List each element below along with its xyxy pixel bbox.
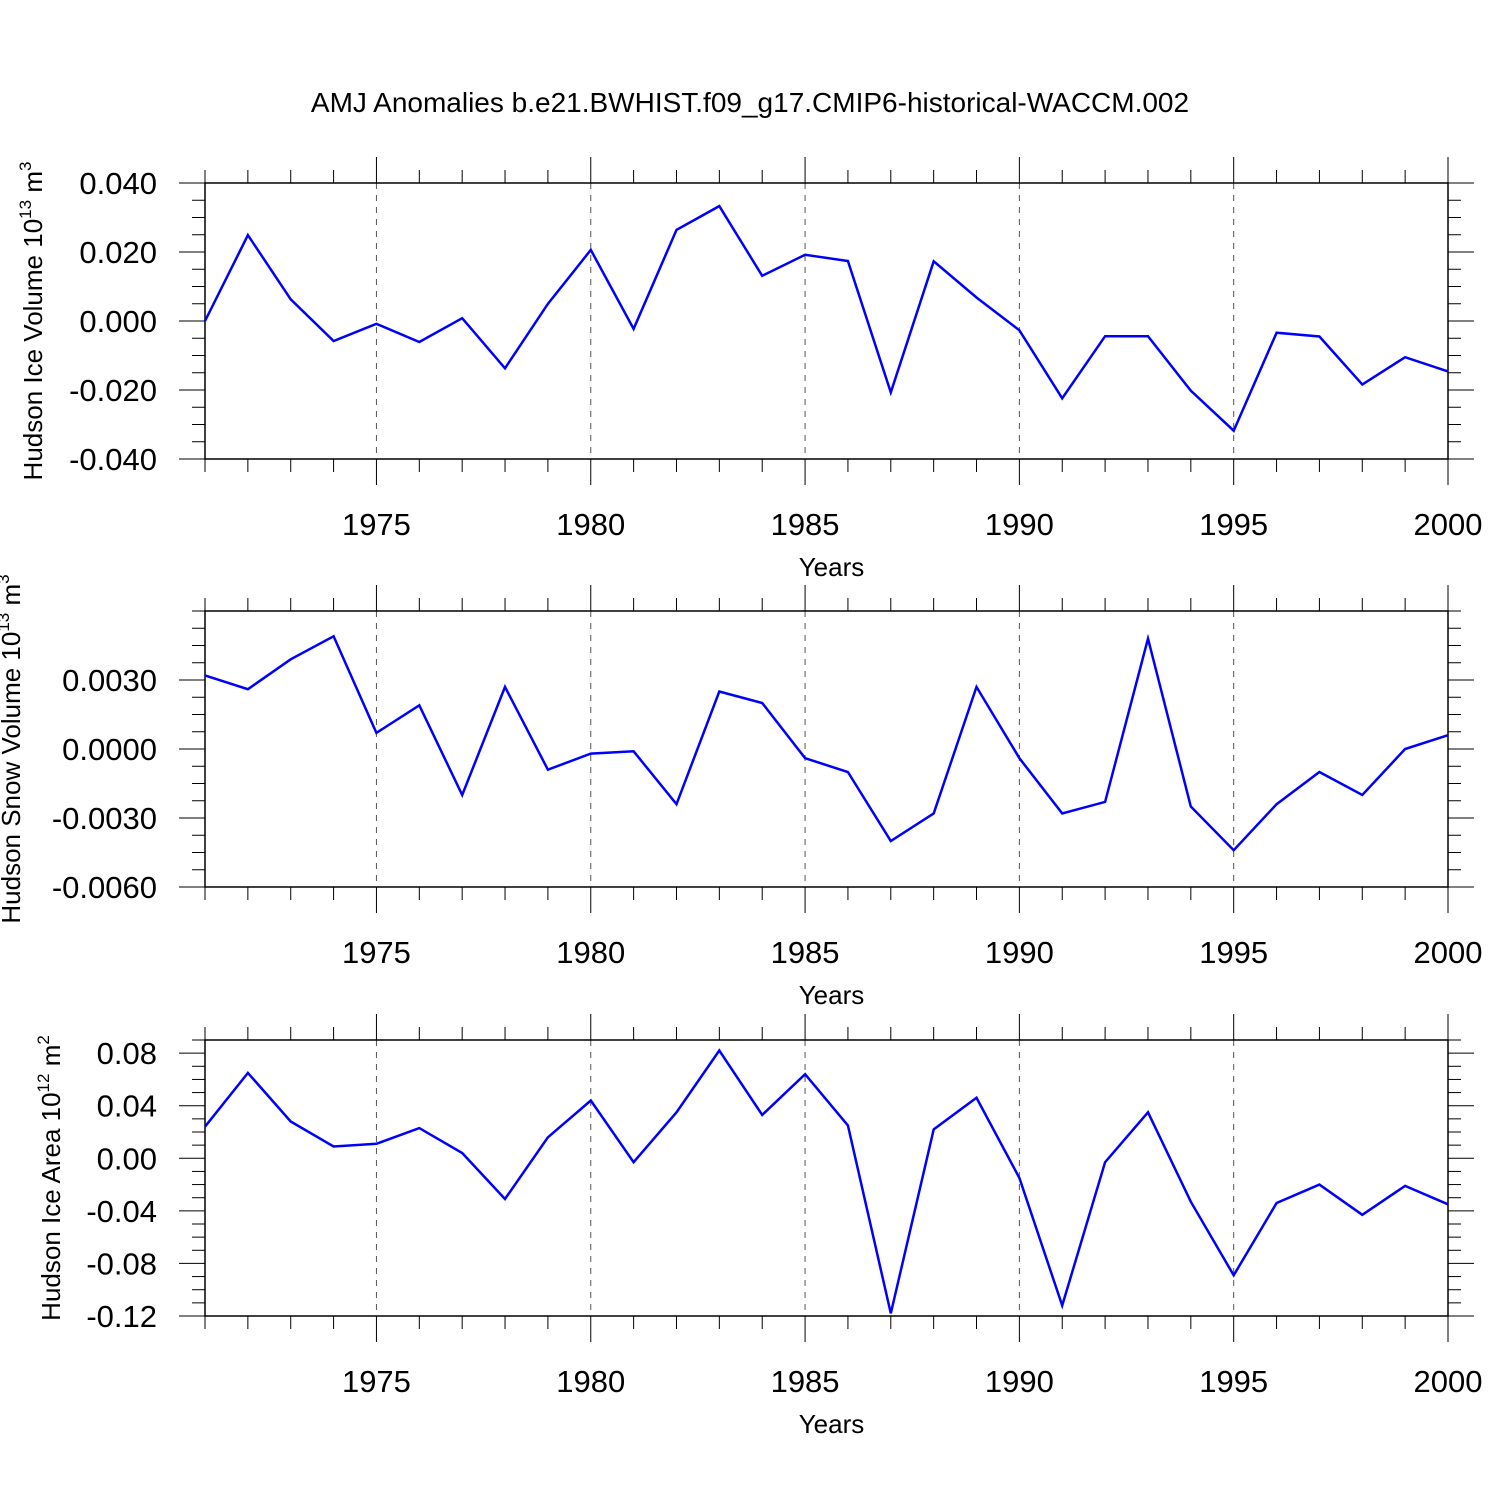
y-tick-label: -0.0060: [52, 870, 157, 905]
y-tick-label: 0.04: [97, 1089, 157, 1124]
y-axis-label-unit: m: [36, 1045, 66, 1074]
y-tick-label: -0.0030: [52, 801, 157, 836]
x-tick-label: 1985: [771, 935, 840, 970]
x-tick-label: 1975: [342, 935, 411, 970]
plot-frame: [204, 610, 1449, 888]
y-axis-label-exponent: 13: [0, 613, 13, 632]
y-axis-label-unit: m: [18, 171, 48, 200]
y-axis-label: Hudson Ice Area 1012 m2: [34, 1035, 66, 1321]
y-axis-label-text: Hudson Snow Volume 10: [0, 632, 26, 924]
y-axis-label-exponent: 13: [16, 200, 35, 219]
y-tick-label: 0.00: [97, 1141, 157, 1176]
x-tick-label: 1990: [985, 507, 1054, 542]
x-tick-label: 1985: [771, 1364, 840, 1399]
x-tick-label: 1985: [771, 507, 840, 542]
series-line: [204, 1048, 1449, 1314]
x-axis-label: Years: [799, 1409, 865, 1439]
y-axis-label: Hudson Ice Volume 1013 m3: [16, 162, 48, 481]
y-axis-label: Hudson Snow Volume 1013 m3: [0, 574, 26, 923]
x-tick-label: 1980: [556, 1364, 625, 1399]
x-tick-label: 1995: [1199, 1364, 1268, 1399]
y-tick-label: 0.020: [79, 235, 157, 270]
y-tick-label: 0.040: [79, 166, 157, 201]
y-tick-label: -0.040: [69, 442, 157, 477]
y-axis-label-text: Hudson Ice Volume 10: [18, 219, 48, 481]
y-tick-label: 0.08: [97, 1036, 157, 1071]
series-line: [203, 204, 1449, 433]
series-line: [204, 633, 1449, 853]
plot-frame: [204, 182, 1449, 460]
y-axis-label-exponent: 12: [34, 1074, 53, 1093]
x-tick-label: 1980: [556, 935, 625, 970]
plot-frame: [204, 1039, 1449, 1317]
y-tick-label: 0.000: [79, 304, 157, 339]
panel-ice-area: -0.12 -0.08 -0.04 0.00 0.04 0.08 1975 1980 1985 1…: [34, 1014, 1482, 1439]
x-tick-label: 2000: [1414, 935, 1483, 970]
x-axis-label: Years: [799, 980, 865, 1010]
y-axis-label-unit: m: [0, 584, 26, 613]
y-tick-label: -0.020: [69, 373, 157, 408]
x-tick-label: 1980: [556, 507, 625, 542]
x-tick-label: 1990: [985, 935, 1054, 970]
y-axis-label-unit-exponent: 3: [16, 162, 35, 171]
panel-ice-volume: -0.040 -0.020 0.000 0.020 0.040 1975 1980 1985 1…: [16, 157, 1482, 582]
y-tick-label: -0.08: [86, 1246, 157, 1281]
x-tick-label: 2000: [1414, 1364, 1483, 1399]
y-tick-label: 0.0000: [62, 732, 157, 767]
figure-title: AMJ Anomalies b.e21.BWHIST.f09_g17.CMIP6…: [311, 87, 1189, 118]
x-tick-label: 1990: [985, 1364, 1054, 1399]
y-tick-label: -0.12: [86, 1299, 157, 1334]
y-tick-label: -0.04: [86, 1194, 157, 1229]
y-axis-label-unit-exponent: 2: [34, 1035, 53, 1044]
x-tick-label: 1975: [342, 507, 411, 542]
x-tick-label: 1995: [1199, 507, 1268, 542]
x-tick-label: 2000: [1414, 507, 1483, 542]
y-tick-label: 0.0030: [62, 663, 157, 698]
y-axis-label-text: Hudson Ice Area 10: [36, 1092, 66, 1320]
panel-snow-volume: -0.0060 -0.0030 0.0000 0.0030 1975 1980 1985 19…: [0, 574, 1482, 1010]
x-axis-label: Years: [799, 552, 865, 582]
x-tick-label: 1975: [342, 1364, 411, 1399]
y-axis-label-unit-exponent: 3: [0, 574, 13, 583]
x-tick-label: 1995: [1199, 935, 1268, 970]
